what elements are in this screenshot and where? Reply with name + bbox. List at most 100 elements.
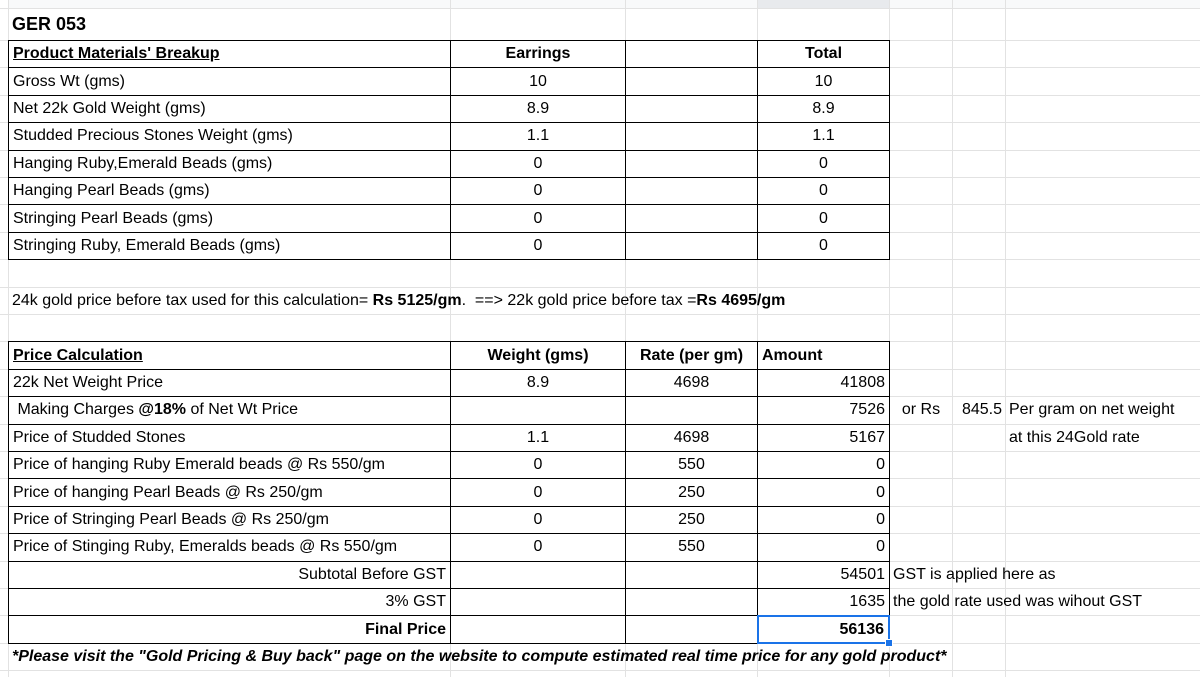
- cell: [625, 149, 758, 178]
- cell: [625, 94, 758, 124]
- row-label: Price of Stringing Pearl Beads @ Rs 250/…: [8, 505, 451, 535]
- amount-cell: 0: [757, 505, 890, 535]
- cell: [625, 396, 758, 425]
- price-note: 24k gold price before tax used for this …: [8, 287, 890, 315]
- side-note: 845.5: [961, 401, 1002, 419]
- value-cell: 0: [757, 204, 890, 233]
- text-run: Price of hanging Pearl Beads @ Rs 250/gm: [13, 483, 323, 501]
- grid-line: [1005, 0, 1006, 677]
- row-label: Stringing Ruby, Emerald Beads (gms): [8, 231, 451, 261]
- value-cell: 0: [450, 177, 626, 206]
- value-cell: 250: [625, 505, 758, 535]
- amount-cell: 0: [757, 451, 890, 480]
- cell: [625, 231, 758, 261]
- table-header: Amount: [757, 341, 890, 370]
- text-run: Making Charges: [13, 401, 139, 419]
- amount-cell: 0: [757, 533, 890, 562]
- total-amount[interactable]: 56136: [757, 615, 890, 644]
- value-cell: 550: [625, 451, 758, 480]
- text-run: 24k gold price before tax used for this …: [12, 291, 373, 309]
- side-note: the gold rate used was wihout GST: [893, 593, 1143, 611]
- value-cell: 0: [757, 231, 890, 261]
- grid-line: [450, 0, 451, 677]
- value-cell: 0: [757, 177, 890, 206]
- grid-line: [0, 314, 1200, 315]
- text-run: Rs 5125/gm: [372, 291, 462, 309]
- side-note: at this 24Gold rate: [1009, 428, 1140, 446]
- total-amount: 1635: [757, 588, 890, 617]
- cell: [625, 122, 758, 151]
- cell: [450, 588, 626, 617]
- sheet-title: GER 053: [12, 14, 87, 34]
- row-label: Price of hanging Pearl Beads @ Rs 250/gm: [8, 478, 451, 507]
- grid-line: [625, 0, 626, 677]
- value-cell: 0: [450, 533, 626, 562]
- grid-line: [757, 0, 758, 677]
- grid-line: [0, 286, 1200, 288]
- text-run: 22k Net Weight Price: [13, 373, 163, 391]
- grid-line: [0, 8, 1200, 9]
- cell: [625, 588, 758, 617]
- row-label: Gross Wt (gms): [8, 67, 451, 96]
- value-cell: 0: [450, 505, 626, 535]
- row-label: Price of Stinging Ruby, Emeralds beads @…: [8, 533, 451, 562]
- total-amount: 54501: [757, 560, 890, 589]
- text-run: Rs 4695/gm: [696, 291, 786, 309]
- value-cell: 0: [450, 149, 626, 178]
- total-label: 3% GST: [8, 588, 451, 617]
- total-label: Subtotal Before GST: [8, 560, 451, 589]
- value-cell: 1.1: [450, 423, 626, 452]
- row-label: Net 22k Gold Weight (gms): [8, 94, 451, 124]
- amount-cell: 5167: [757, 423, 890, 452]
- amount-cell: 7526: [757, 396, 890, 425]
- value-cell: 550: [625, 533, 758, 562]
- text-run: Price of Stringing Pearl Beads @ Rs 250/…: [13, 510, 329, 528]
- side-note: or Rs: [901, 401, 941, 419]
- cell: [450, 560, 626, 589]
- text-run: of Net Wt Price: [186, 401, 299, 419]
- row-label: Hanging Ruby,Emerald Beads (gms): [8, 149, 451, 178]
- footnote: *Please visit the "Gold Pricing & Buy ba…: [12, 647, 947, 665]
- cell: [450, 615, 626, 644]
- amount-cell: 0: [757, 478, 890, 507]
- cell: [625, 560, 758, 589]
- row-label: Making Charges @18% of Net Wt Price: [8, 396, 451, 425]
- table-header: Rate (per gm): [625, 341, 758, 370]
- cell: [625, 615, 758, 644]
- side-note: GST is applied here as: [893, 565, 1056, 583]
- value-cell: 4698: [625, 423, 758, 452]
- value-cell: 8.9: [450, 368, 626, 398]
- cell: [625, 67, 758, 96]
- cell: [450, 396, 626, 425]
- value-cell: 1.1: [450, 122, 626, 151]
- value-cell: 0: [450, 451, 626, 480]
- grid-line: [889, 0, 890, 677]
- table-header: Product Materials' Breakup: [8, 40, 451, 69]
- value-cell: 1.1: [757, 122, 890, 151]
- text-run: Price of hanging Ruby Emerald beads @ Rs…: [13, 456, 385, 474]
- selection-handle: [885, 638, 893, 647]
- table-header: Earrings: [450, 40, 626, 69]
- value-cell: 0: [450, 478, 626, 507]
- value-cell: 0: [450, 204, 626, 233]
- value-cell: 10: [757, 67, 890, 96]
- text-run: @18%: [138, 401, 187, 419]
- text-run: . ==> 22k gold price before tax =: [461, 291, 697, 309]
- table-header: Price Calculation: [8, 341, 451, 370]
- text-run: Price of Stinging Ruby, Emeralds beads @…: [13, 538, 398, 556]
- row-label: Price of Studded Stones: [8, 423, 451, 452]
- total-label: Final Price: [8, 615, 451, 644]
- table-header: Total: [757, 40, 890, 69]
- side-note: Per gram on net weight: [1009, 401, 1175, 419]
- value-cell: 10: [450, 67, 626, 96]
- cell: [625, 177, 758, 206]
- value-cell: 0: [450, 231, 626, 261]
- text-run: Price of Studded Stones: [13, 428, 186, 446]
- row-label: Stringing Pearl Beads (gms): [8, 204, 451, 233]
- value-cell: 250: [625, 478, 758, 507]
- row-label: 22k Net Weight Price: [8, 368, 451, 398]
- cell: [625, 204, 758, 233]
- amount-cell: 41808: [757, 368, 890, 398]
- value-cell: 8.9: [757, 94, 890, 124]
